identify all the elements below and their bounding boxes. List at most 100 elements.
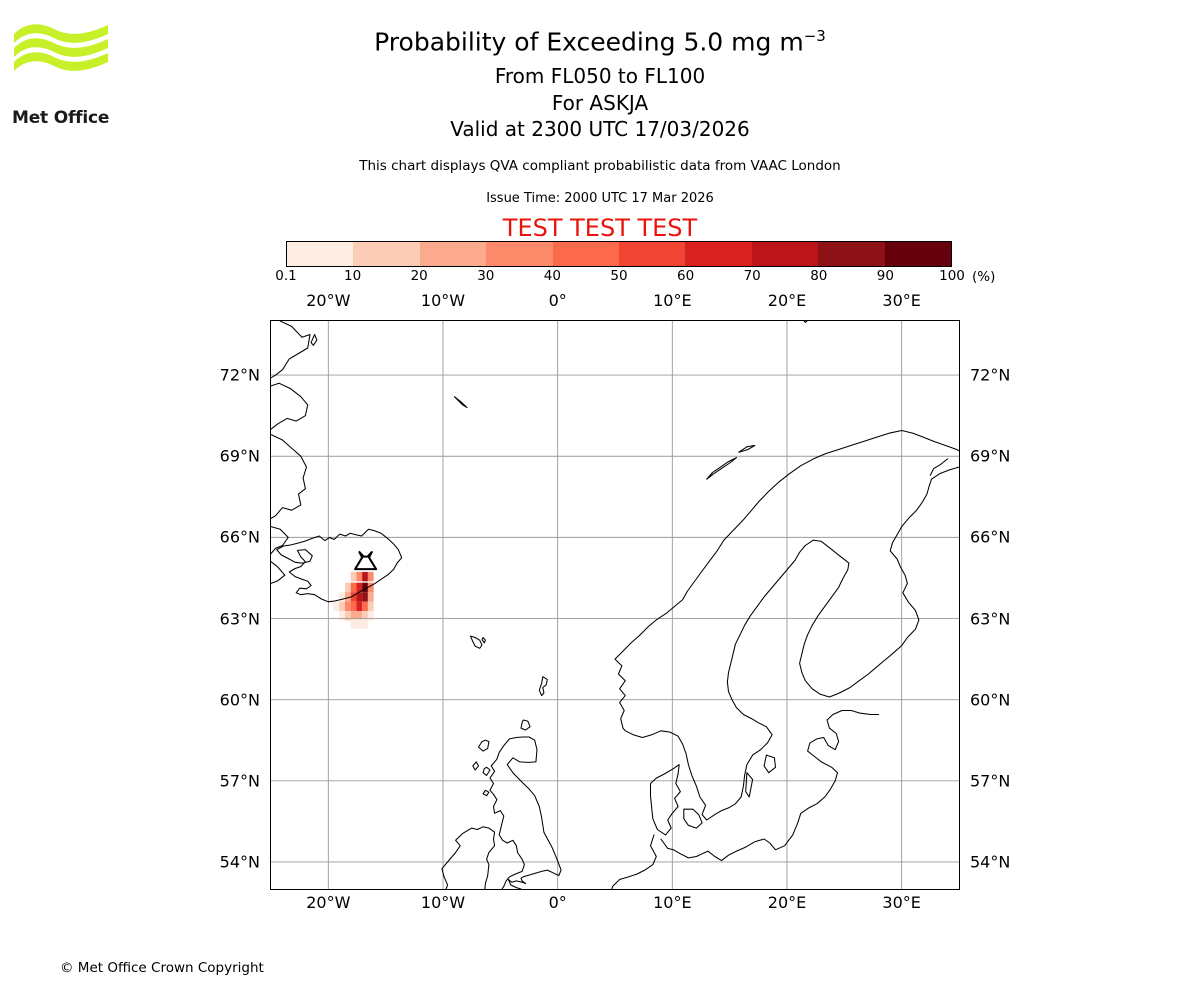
colorbar-tick-30: 30 — [477, 268, 495, 284]
ash-cell-24 — [350, 611, 357, 621]
coastline-segment-14 — [477, 739, 490, 752]
ash-cell-25 — [356, 611, 363, 621]
coastline-segment-21 — [706, 457, 738, 480]
coastline-segment-27 — [660, 709, 880, 862]
coastline-segment-4 — [271, 561, 286, 584]
ash-cell-3 — [367, 571, 374, 582]
coastline-segment-20 — [622, 466, 959, 821]
lat-label-54°N-right: 54°N — [970, 852, 1011, 872]
ash-cell-5 — [350, 582, 357, 593]
lon-label-30°E-top: 30°E — [882, 291, 921, 310]
colorbar-segment-0 — [287, 242, 354, 266]
probability-colorbar — [286, 241, 952, 267]
map-panel[interactable] — [270, 320, 960, 890]
coastline-segment-19 — [614, 429, 959, 729]
coastline-segment-28 — [611, 834, 657, 889]
ash-cell-16 — [339, 601, 345, 612]
ash-cell-27 — [367, 611, 374, 621]
volcano-symbol-outline — [354, 551, 378, 571]
coastline-segment-26 — [745, 772, 754, 798]
map-gridlines — [271, 321, 959, 889]
ash-cell-7 — [362, 582, 368, 593]
page-title-main: Probability of Exceeding 5.0 mg m — [374, 27, 804, 57]
lat-label-66°N-left: 66°N — [219, 527, 260, 547]
colorbar-tick-20: 20 — [410, 268, 428, 284]
coastline-segment-0 — [271, 321, 311, 379]
coastline-segment-29 — [929, 458, 949, 476]
ash-cell-10 — [344, 592, 351, 602]
lon-label-0°-bottom: 0° — [548, 893, 567, 912]
lon-label-10°W-bottom: 10°W — [420, 893, 466, 912]
colorbar-segment-9 — [884, 242, 952, 266]
lat-label-72°N-left: 72°N — [219, 365, 260, 385]
ash-cell-8 — [367, 582, 374, 593]
ash-cell-22 — [339, 611, 345, 621]
lat-label-72°N-right: 72°N — [970, 365, 1011, 385]
coastline-segment-15 — [472, 761, 480, 771]
ash-cell-29 — [356, 619, 363, 629]
coastline-segment-17 — [482, 789, 490, 797]
valid-time-subtitle: Valid at 2300 UTC 17/03/2026 — [450, 117, 750, 141]
colorbar-tick-50: 50 — [610, 268, 628, 284]
coastline-segment-9 — [469, 635, 483, 649]
lat-label-60°N-left: 60°N — [219, 690, 260, 710]
coastline-segment-24 — [683, 808, 703, 829]
ash-cell-21 — [367, 601, 374, 612]
coastline-segment-30 — [803, 321, 808, 323]
colorbar-segment-4 — [552, 242, 620, 266]
ash-cell-20 — [362, 601, 368, 612]
ash-cell-14 — [367, 592, 374, 602]
lon-label-0°-top: 0° — [548, 291, 567, 310]
met-office-logo-text: Met Office — [12, 108, 110, 128]
longitude-labels-top: 20°W 10°W 0° 10°E 20°E 30°E — [0, 291, 1200, 311]
page-title-superscript: −3 — [803, 27, 826, 45]
issue-time: Issue Time: 2000 UTC 17 Mar 2026 — [486, 191, 714, 206]
coastline-segment-22 — [738, 444, 756, 453]
longitude-labels-bottom: 20°W 10°W 0° 10°E 20°E 30°E — [0, 893, 1200, 915]
coastline-segment-13 — [489, 736, 562, 889]
colorbar-segment-6 — [685, 242, 752, 266]
coastline-segment-5 — [310, 333, 318, 346]
ash-cell-11 — [350, 592, 357, 602]
ash-cell-13 — [362, 592, 368, 602]
lat-label-66°N-right: 66°N — [970, 527, 1011, 547]
lon-label-10°E-bottom: 10°E — [653, 893, 692, 912]
lat-label-63°N-right: 63°N — [970, 609, 1011, 629]
volcano-icon — [354, 551, 378, 571]
met-office-logo: Met Office — [12, 20, 122, 128]
ash-cell-6 — [356, 582, 363, 593]
colorbar-tick-labels: 0.1 10 20 30 40 50 60 70 80 90 100 — [0, 268, 1200, 286]
lon-label-20°W-top: 20°W — [306, 291, 351, 310]
coastline-segment-8 — [276, 528, 403, 603]
coastline-segment-11 — [538, 676, 548, 697]
colorbar-tick-90: 90 — [876, 268, 894, 284]
colorbar-tick-100: 100 — [939, 268, 965, 284]
colorbar-segment-7 — [751, 242, 819, 266]
ash-cell-12 — [356, 592, 363, 602]
coastline-segment-10 — [481, 636, 486, 644]
ash-cell-15 — [333, 601, 340, 612]
lon-label-20°E-bottom: 20°E — [767, 893, 807, 912]
coastline-segment-2 — [271, 434, 308, 519]
coastline-segment-18 — [441, 826, 496, 889]
ash-cell-26 — [362, 611, 368, 621]
colorbar-tick-0.1: 0.1 — [275, 268, 297, 284]
lon-label-20°E-top: 20°E — [767, 291, 807, 310]
volcano-subtitle: For ASKJA — [551, 91, 649, 115]
lon-label-10°W-top: 10°W — [420, 291, 466, 310]
coastline-segment-3 — [271, 526, 289, 555]
lat-label-60°N-right: 60°N — [970, 690, 1011, 710]
colorbar-tick-70: 70 — [743, 268, 761, 284]
copyright-text: © Met Office Crown Copyright — [60, 960, 264, 976]
map-svg — [271, 321, 959, 889]
lat-label-57°N-right: 57°N — [970, 771, 1011, 791]
coastline-segment-12 — [520, 719, 531, 731]
lon-label-20°W-bottom: 20°W — [306, 893, 351, 912]
test-banner: TEST TEST TEST — [502, 214, 698, 242]
coastline-segment-25 — [763, 754, 777, 774]
ash-cell-18 — [350, 601, 357, 612]
colorbar-tick-10: 10 — [344, 268, 362, 284]
lat-label-57°N-left: 57°N — [219, 771, 260, 791]
ash-cell-1 — [356, 571, 363, 582]
